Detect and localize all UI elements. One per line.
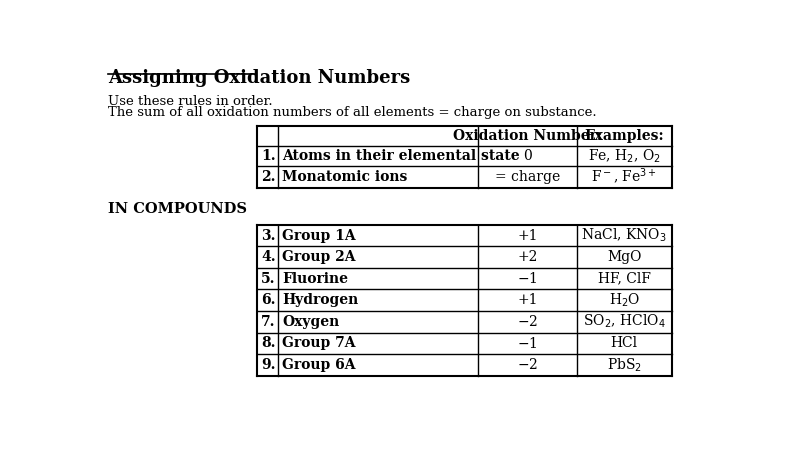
Text: 0: 0: [523, 149, 532, 163]
Text: HCl: HCl: [611, 337, 638, 350]
Text: MgO: MgO: [607, 250, 641, 264]
Text: $-$1: $-$1: [517, 271, 537, 286]
Text: Fluorine: Fluorine: [282, 272, 348, 286]
Text: H$_2$O: H$_2$O: [608, 292, 640, 309]
Text: Assigning Oxidation Numbers: Assigning Oxidation Numbers: [108, 69, 410, 87]
Text: Group 2A: Group 2A: [282, 250, 355, 264]
Text: 2.: 2.: [262, 170, 276, 184]
Text: $-$2: $-$2: [517, 314, 538, 329]
Text: 4.: 4.: [262, 250, 276, 264]
Text: PbS$_2$: PbS$_2$: [607, 356, 642, 374]
Text: Atoms in their elemental state: Atoms in their elemental state: [282, 149, 520, 163]
Text: Hydrogen: Hydrogen: [282, 293, 359, 307]
Text: 8.: 8.: [262, 337, 276, 350]
Text: F$^-$, Fe$^{3+}$: F$^-$, Fe$^{3+}$: [591, 167, 657, 187]
Text: HF, ClF: HF, ClF: [598, 272, 651, 286]
Text: 1.: 1.: [262, 149, 276, 163]
Text: +2: +2: [517, 250, 537, 264]
Text: IN COMPOUNDS: IN COMPOUNDS: [108, 201, 247, 216]
Text: Fe, H$_2$, O$_2$: Fe, H$_2$, O$_2$: [588, 147, 661, 165]
Text: Group 6A: Group 6A: [282, 358, 355, 372]
Text: 7.: 7.: [262, 315, 276, 329]
Text: Oxidation Number:: Oxidation Number:: [453, 129, 602, 143]
Text: = charge: = charge: [495, 170, 560, 184]
Text: Examples:: Examples:: [585, 129, 664, 143]
Text: 5.: 5.: [262, 272, 276, 286]
Text: Group 7A: Group 7A: [282, 337, 355, 350]
Text: 9.: 9.: [262, 358, 276, 372]
Text: +1: +1: [517, 228, 537, 243]
Text: $-$2: $-$2: [517, 357, 538, 373]
Text: $-$1: $-$1: [517, 336, 537, 351]
Text: SO$_2$, HClO$_4$: SO$_2$, HClO$_4$: [583, 313, 666, 330]
Text: NaCl, KNO$_3$: NaCl, KNO$_3$: [582, 227, 667, 244]
Text: The sum of all oxidation numbers of all elements = charge on substance.: The sum of all oxidation numbers of all …: [108, 106, 597, 119]
Text: Monatomic ions: Monatomic ions: [282, 170, 407, 184]
Text: 3.: 3.: [262, 228, 276, 243]
Text: Oxygen: Oxygen: [282, 315, 340, 329]
Text: Group 1A: Group 1A: [282, 228, 356, 243]
Text: 6.: 6.: [262, 293, 276, 307]
Text: Use these rules in order.: Use these rules in order.: [108, 95, 273, 109]
Text: +1: +1: [517, 293, 537, 307]
